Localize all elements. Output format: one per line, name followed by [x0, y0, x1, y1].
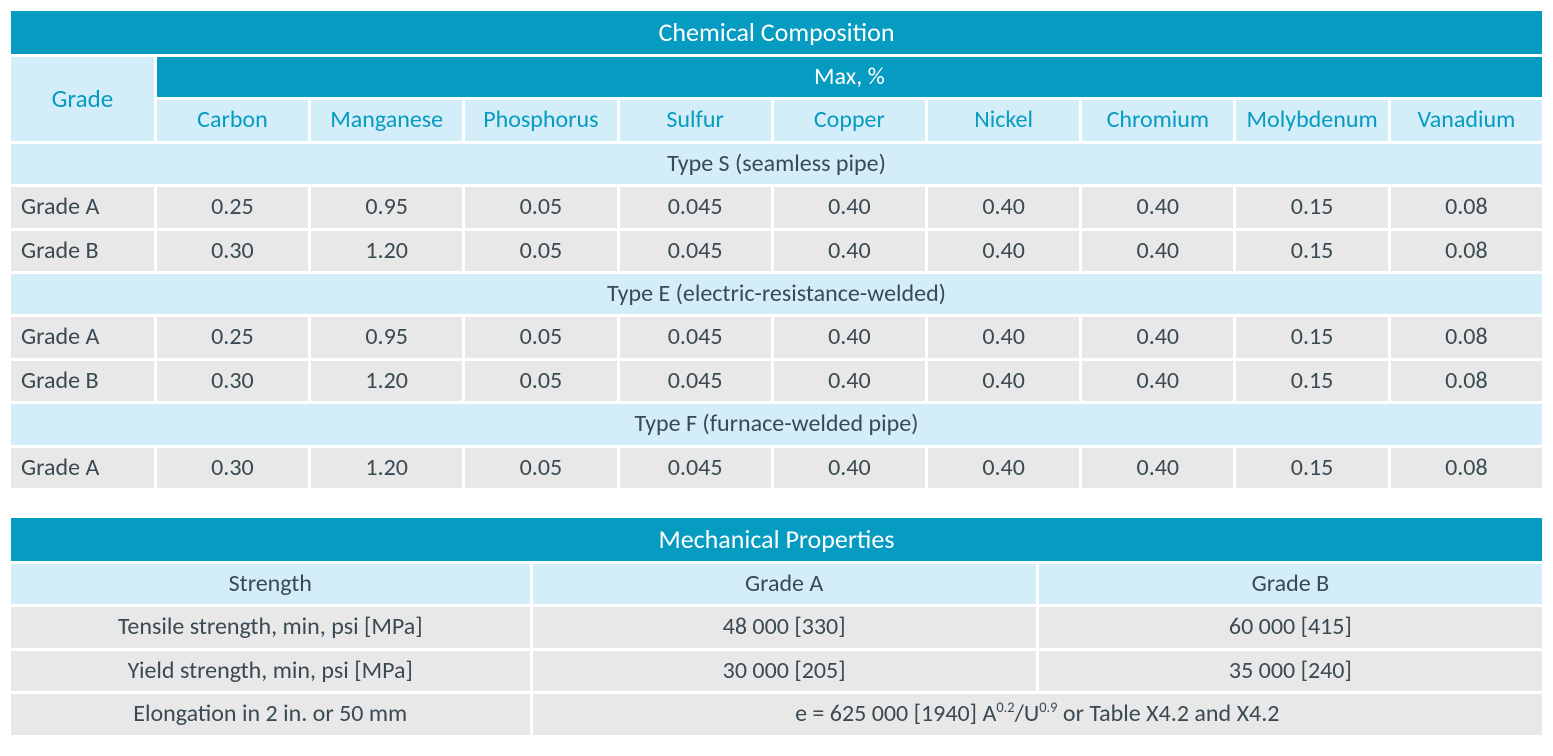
value-cell: 0.40 [774, 448, 925, 488]
value-cell: 0.08 [1391, 317, 1542, 357]
value-cell: 0.40 [1082, 317, 1233, 357]
chemical-composition-table: Chemical CompositionGradeMax, %CarbonMan… [8, 8, 1545, 491]
mech-row-grade-a: 48 000 [330] [533, 607, 1036, 647]
mech-title: Mechanical Properties [11, 518, 1542, 561]
grade-cell: Grade A [11, 317, 154, 357]
col-header-copper: Copper [774, 100, 925, 140]
value-cell: 0.15 [1236, 187, 1387, 227]
value-cell: 0.05 [465, 317, 616, 357]
mech-row-label: Yield strength, min, psi [MPa] [11, 651, 530, 691]
value-cell: 0.05 [465, 231, 616, 271]
value-cell: 0.40 [928, 317, 1079, 357]
value-cell: 0.045 [620, 231, 771, 271]
value-cell: 0.15 [1236, 448, 1387, 488]
section-label: Type F (furnace-welded pipe) [11, 404, 1542, 444]
col-header-nickel: Nickel [928, 100, 1079, 140]
value-cell: 0.40 [774, 231, 925, 271]
value-cell: 0.05 [465, 448, 616, 488]
value-cell: 0.08 [1391, 231, 1542, 271]
col-header-chromium: Chromium [1082, 100, 1233, 140]
col-header-vanadium: Vanadium [1391, 100, 1542, 140]
value-cell: 0.045 [620, 448, 771, 488]
grade-cell: Grade A [11, 187, 154, 227]
value-cell: 0.40 [928, 231, 1079, 271]
col-header-molybdenum: Molybdenum [1236, 100, 1387, 140]
value-cell: 0.15 [1236, 231, 1387, 271]
value-cell: 0.95 [311, 317, 462, 357]
mech-row-label: Tensile strength, min, psi [MPa] [11, 607, 530, 647]
value-cell: 0.40 [774, 317, 925, 357]
mech-elongation-formula: e = 625 000 [1940] A0.2/U0.9 or Table X4… [533, 694, 1543, 734]
value-cell: 0.25 [157, 317, 308, 357]
mech-col-header: Grade B [1039, 564, 1542, 604]
value-cell: 0.15 [1236, 317, 1387, 357]
value-cell: 0.40 [1082, 231, 1233, 271]
mech-col-header: Grade A [533, 564, 1036, 604]
mech-row-grade-b: 35 000 [240] [1039, 651, 1542, 691]
grade-cell: Grade B [11, 361, 154, 401]
value-cell: 0.40 [928, 361, 1079, 401]
value-cell: 0.05 [465, 361, 616, 401]
value-cell: 0.045 [620, 317, 771, 357]
chem-title: Chemical Composition [11, 11, 1542, 54]
value-cell: 0.95 [311, 187, 462, 227]
value-cell: 0.15 [1236, 361, 1387, 401]
col-header-phosphorus: Phosphorus [465, 100, 616, 140]
mech-col-header: Strength [11, 564, 530, 604]
value-cell: 0.40 [774, 361, 925, 401]
value-cell: 0.045 [620, 187, 771, 227]
value-cell: 0.25 [157, 187, 308, 227]
grade-cell: Grade A [11, 448, 154, 488]
value-cell: 0.08 [1391, 361, 1542, 401]
value-cell: 0.40 [928, 448, 1079, 488]
value-cell: 0.40 [774, 187, 925, 227]
col-header-manganese: Manganese [311, 100, 462, 140]
col-header-sulfur: Sulfur [620, 100, 771, 140]
value-cell: 0.40 [928, 187, 1079, 227]
value-cell: 0.40 [1082, 448, 1233, 488]
value-cell: 0.045 [620, 361, 771, 401]
value-cell: 0.08 [1391, 448, 1542, 488]
grade-cell: Grade B [11, 231, 154, 271]
mech-row-label: Elongation in 2 in. or 50 mm [11, 694, 530, 734]
value-cell: 1.20 [311, 231, 462, 271]
mech-row-grade-a: 30 000 [205] [533, 651, 1036, 691]
section-label: Type E (electric-resistance-welded) [11, 274, 1542, 314]
value-cell: 0.40 [1082, 187, 1233, 227]
value-cell: 0.30 [157, 448, 308, 488]
section-label: Type S (seamless pipe) [11, 144, 1542, 184]
col-header-grade: Grade [11, 57, 154, 141]
col-header-carbon: Carbon [157, 100, 308, 140]
col-header-max: Max, % [157, 57, 1542, 97]
mech-row-grade-b: 60 000 [415] [1039, 607, 1542, 647]
value-cell: 0.30 [157, 361, 308, 401]
mechanical-properties-table: Mechanical PropertiesStrengthGrade AGrad… [8, 515, 1545, 738]
value-cell: 0.40 [1082, 361, 1233, 401]
value-cell: 1.20 [311, 361, 462, 401]
value-cell: 1.20 [311, 448, 462, 488]
value-cell: 0.05 [465, 187, 616, 227]
value-cell: 0.30 [157, 231, 308, 271]
value-cell: 0.08 [1391, 187, 1542, 227]
